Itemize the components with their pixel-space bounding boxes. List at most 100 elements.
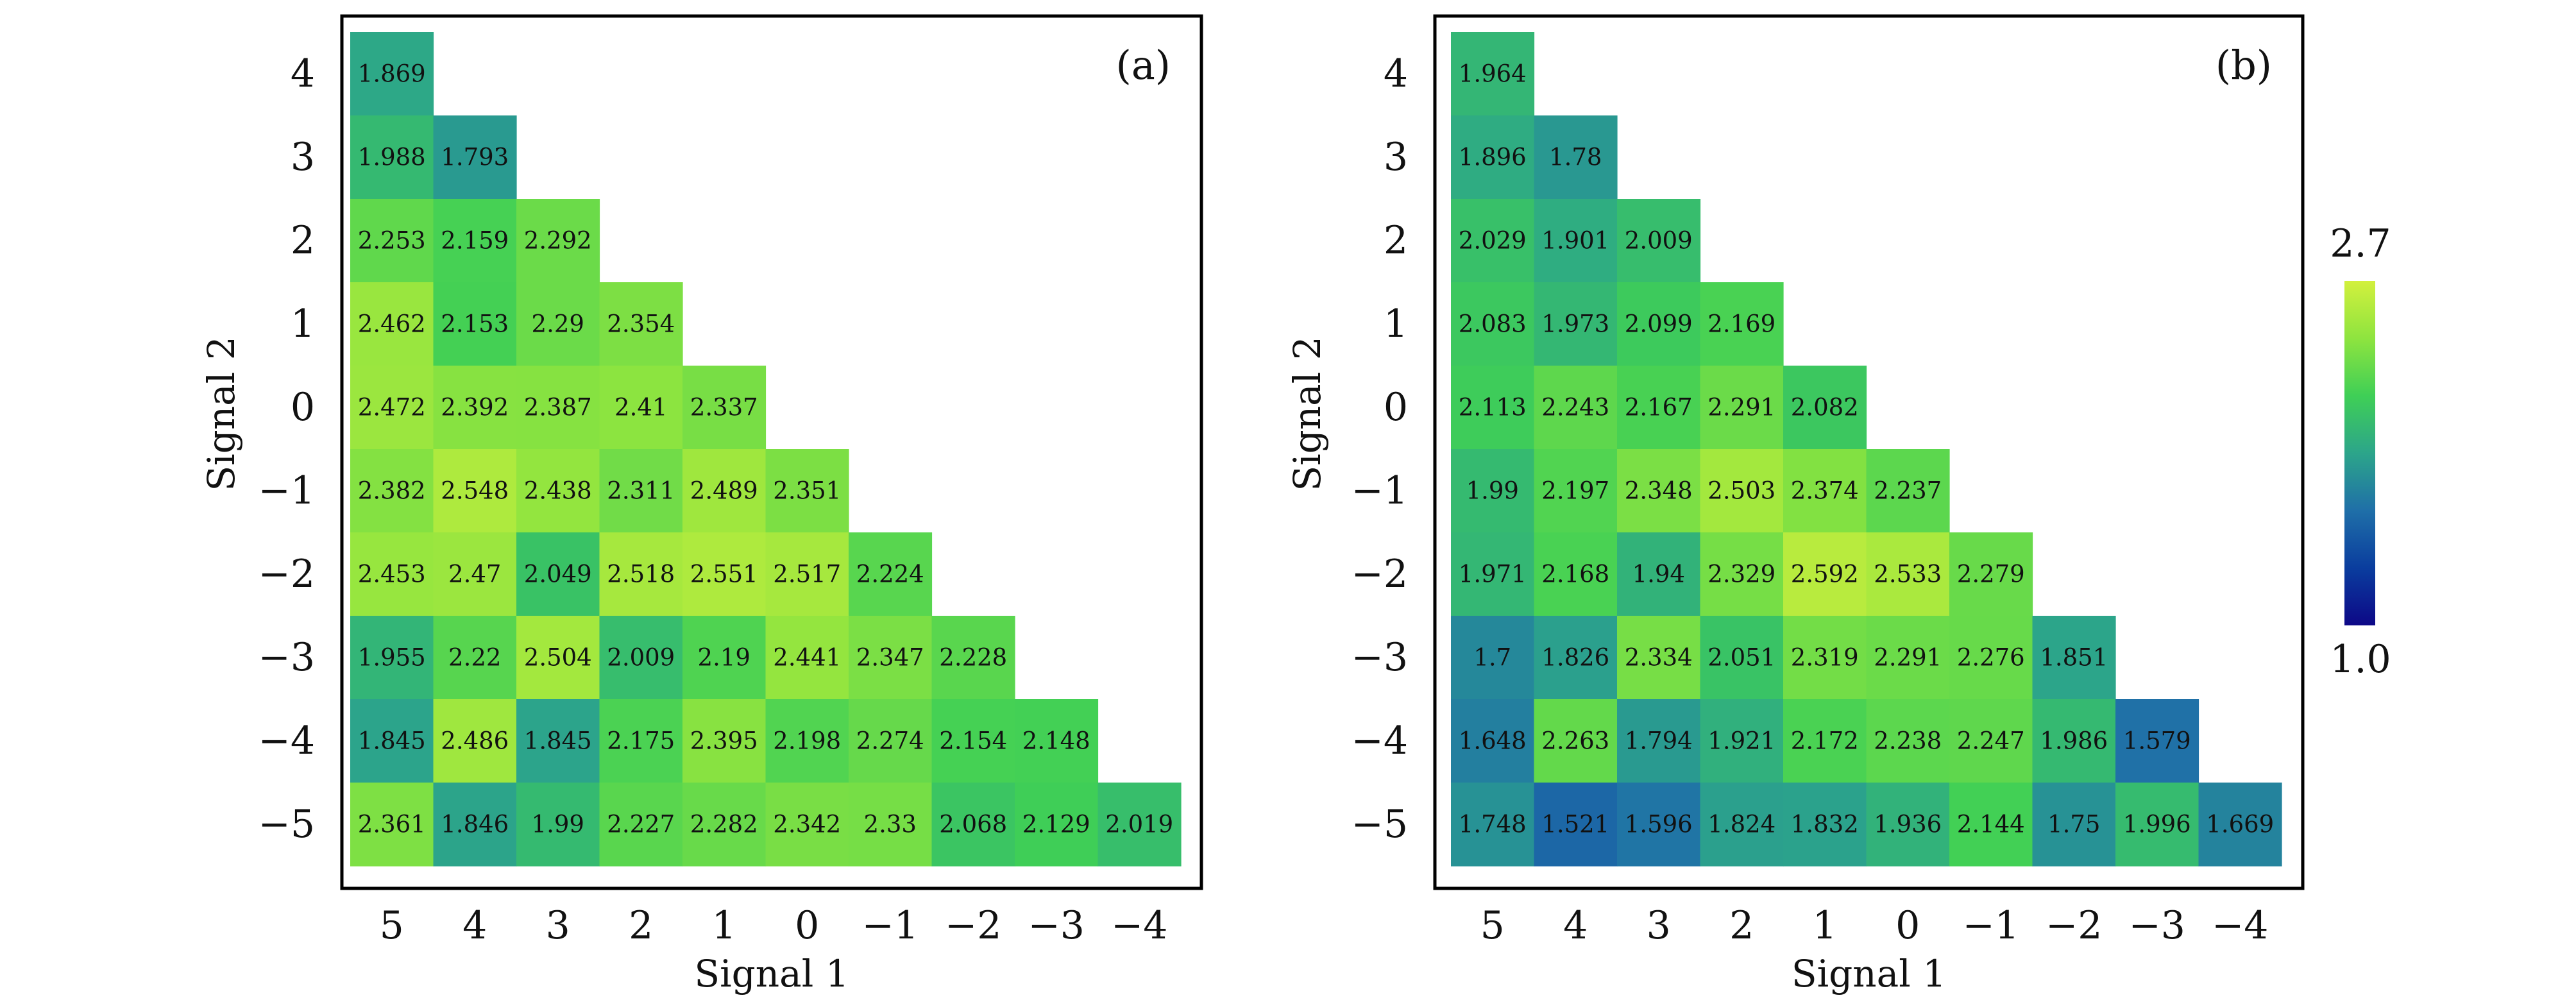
heatmap-cell (2115, 699, 2199, 783)
x-axis-label: Signal 1 (1792, 952, 1946, 996)
cell-value-label: 1.579 (2123, 727, 2191, 755)
cell-value-label: 2.049 (524, 561, 592, 588)
cell-value-label: 2.068 (939, 811, 1007, 838)
heatmap-cell (350, 699, 434, 783)
heatmap-cell (1783, 699, 1867, 783)
cell-value-label: 1.845 (358, 727, 426, 755)
cell-value-label: 2.592 (1791, 561, 1859, 588)
cell-value-label: 2.238 (1874, 727, 1942, 755)
heatmap-cell (682, 616, 767, 700)
cell-value-label: 2.051 (1707, 644, 1775, 672)
cell-value-label: 1.988 (358, 144, 426, 171)
cell-value-label: 1.832 (1791, 811, 1859, 838)
cell-value-label: 2.148 (1022, 727, 1090, 755)
heatmap-cell (849, 783, 933, 867)
heatmap-cell (1451, 616, 1535, 700)
heatmap-cell (1700, 699, 1784, 783)
heatmap-cell (1534, 115, 1618, 199)
heatmap-cell (1949, 616, 2033, 700)
cell-value-label: 2.198 (773, 727, 841, 755)
cell-value-label: 2.311 (607, 477, 675, 505)
cell-value-label: 2.009 (607, 644, 675, 672)
heatmap-cell (849, 532, 933, 616)
heatmap-cell (682, 366, 767, 450)
heatmap-cell (765, 783, 849, 867)
heatmap-cell (1617, 199, 1701, 283)
x-tick-label: 1 (712, 903, 736, 948)
cell-value-label: 2.237 (1874, 477, 1942, 505)
x-tick-label: −4 (2212, 903, 2268, 948)
y-tick-label: −3 (258, 635, 315, 680)
heatmap-cell (2032, 699, 2116, 783)
cell-value-label: 2.504 (524, 644, 592, 672)
heatmap-cell (516, 282, 600, 366)
heatmap-cell (350, 366, 434, 450)
y-tick-label: −2 (258, 552, 315, 597)
cell-value-label: 2.167 (1625, 394, 1693, 421)
plot-frame (1433, 14, 2305, 890)
cell-value-label: 2.153 (441, 310, 509, 338)
heatmap-cell (1700, 783, 1784, 867)
y-tick-label: 3 (1384, 135, 1408, 180)
heatmap-cell (599, 699, 683, 783)
cell-value-label: 2.291 (1874, 644, 1942, 672)
cell-value-label: 1.824 (1707, 811, 1775, 838)
y-tick-label: −1 (1352, 468, 1408, 513)
cell-value-label: 2.319 (1791, 644, 1859, 672)
cell-value-label: 1.648 (1459, 727, 1527, 755)
cell-value-label: 2.228 (939, 644, 1007, 672)
heatmap-cell (433, 699, 517, 783)
heatmap-cell (599, 616, 683, 700)
cell-value-label: 1.669 (2206, 811, 2274, 838)
cell-value-label: 2.518 (607, 561, 675, 588)
x-tick-label: 2 (629, 903, 653, 948)
cell-value-label: 1.955 (358, 644, 426, 672)
y-axis-label: Signal 2 (1285, 336, 1329, 491)
colorbar-gradient (2344, 281, 2375, 625)
heatmap-cell (682, 699, 767, 783)
cell-value-label: 2.172 (1791, 727, 1859, 755)
cell-value-label: 2.548 (441, 477, 509, 505)
x-tick-label: 0 (1895, 903, 1920, 948)
cell-value-label: 2.243 (1541, 394, 1609, 421)
panel-label: (b) (2216, 42, 2272, 89)
heatmap-cell (1700, 282, 1784, 366)
heatmap-cell (433, 366, 517, 450)
cell-value-label: 2.453 (358, 561, 426, 588)
cell-value-label: 1.845 (524, 727, 592, 755)
heatmap-cell (1949, 699, 2033, 783)
heatmap-cell (350, 199, 434, 283)
heatmap-cell (516, 783, 600, 867)
heatmap-cell (1451, 783, 1535, 867)
heatmap-cell (2032, 783, 2116, 867)
cell-value-label: 2.348 (1625, 477, 1693, 505)
cell-value-label: 2.374 (1791, 477, 1859, 505)
heatmap-cell (1451, 366, 1535, 450)
cell-value-label: 2.351 (773, 477, 841, 505)
colorbar: 2.7 1.0 (2330, 221, 2391, 682)
cell-value-label: 2.276 (1957, 644, 2025, 672)
heatmap-cell (1866, 699, 1950, 783)
cell-value-label: 1.826 (1541, 644, 1609, 672)
heatmap-cell (1015, 783, 1099, 867)
heatmap-cell (1451, 449, 1535, 533)
heatmap-cell (599, 282, 683, 366)
heatmap-cell (350, 449, 434, 533)
cell-value-label: 2.503 (1707, 477, 1775, 505)
heatmap-cell (765, 616, 849, 700)
heatmap-cell (1534, 449, 1618, 533)
cell-value-label: 1.794 (1625, 727, 1693, 755)
heatmap-cell (350, 532, 434, 616)
heatmap-cell (350, 616, 434, 700)
y-tick-label: 0 (1384, 385, 1408, 430)
cell-value-label: 2.361 (358, 811, 426, 838)
cell-value-label: 2.227 (607, 811, 675, 838)
heatmap-cell (765, 532, 849, 616)
heatmap-cell (1617, 532, 1701, 616)
x-tick-label: 0 (795, 903, 819, 948)
x-tick-label: 4 (462, 903, 487, 948)
heatmap-cell (599, 783, 683, 867)
cell-value-label: 2.47 (448, 561, 501, 588)
cell-value-label: 2.009 (1625, 227, 1693, 255)
